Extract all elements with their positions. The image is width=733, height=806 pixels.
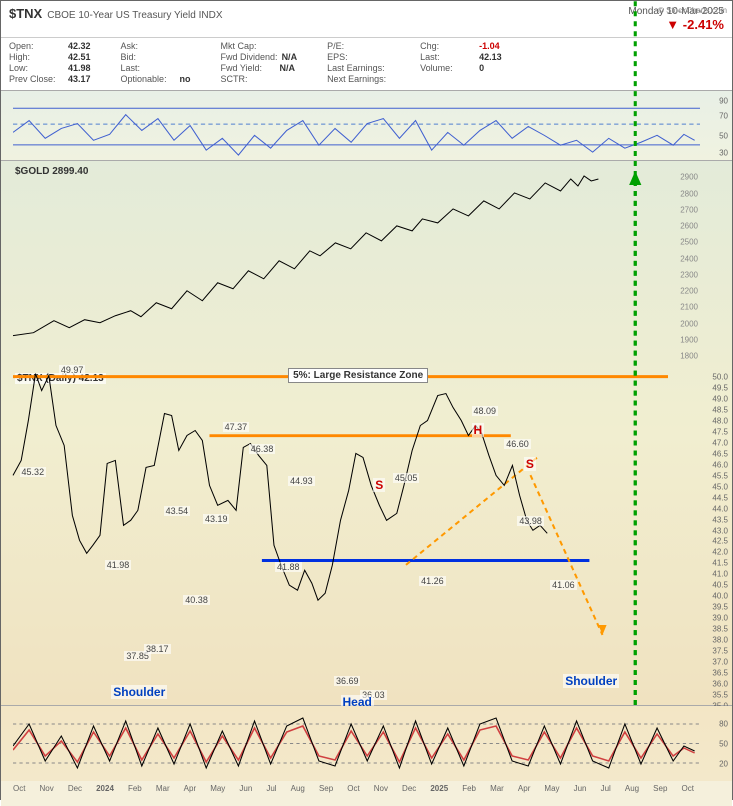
xaxis-panel: OctNovDec2024FebMarAprMayJunJulAugSepOct… (1, 781, 732, 806)
price-label: 41.26 (419, 576, 446, 586)
rsi-panel: 90705030 (1, 91, 732, 161)
price-label: 45.32 (20, 467, 47, 477)
gold-yticks: 2900280027002600250024002300220021002000… (674, 161, 700, 705)
price-label: 47.37 (223, 422, 250, 432)
price-label: 46.60 (504, 439, 531, 449)
stats-bar: Open:42.32High:42.51Low:41.98Prev Close:… (1, 38, 732, 91)
main-plot: 5%: Large Resistance Zone 45.32 49.97 41.98… (13, 161, 668, 705)
rsi-yticks: 90705030 (702, 91, 730, 160)
chart-container: © StockCharts.com $TNX CBOE 10-Year US T… (0, 0, 733, 800)
rsi-plot (13, 91, 700, 160)
pattern-label: H (472, 423, 485, 437)
price-label: 45.05 (393, 473, 420, 483)
osc-panel: 805020 (1, 706, 732, 781)
pattern-label: Shoulder (111, 685, 167, 699)
price-label: 40.38 (183, 595, 210, 605)
pattern-label: S (373, 478, 385, 492)
price-label: 41.88 (275, 562, 302, 572)
price-label: 41.98 (105, 560, 132, 570)
ticker-symbol: $TNX (9, 6, 42, 21)
main-panel: $GOLD 2899.40 $TNX (Daily) 42.13 5%: Lar… (1, 161, 732, 706)
xaxis-ticks: OctNovDec2024FebMarAprMayJunJulAugSepOct… (1, 781, 732, 796)
osc-plot (13, 706, 700, 781)
osc-yticks: 805020 (702, 706, 730, 781)
price-label: 48.09 (472, 406, 499, 416)
price-label: 36.69 (334, 676, 361, 686)
ticker-desc: CBOE 10-Year US Treasury Yield INDX (47, 10, 222, 21)
price-label: 43.98 (517, 516, 544, 526)
price-label: 43.54 (164, 506, 191, 516)
credit: © StockCharts.com (658, 6, 727, 15)
change-pct: ▼ -2.41% (628, 17, 724, 32)
price-label: 38.17 (144, 644, 171, 654)
price-label: 41.06 (550, 580, 577, 590)
price-label: 49.97 (59, 365, 86, 375)
header: $TNX CBOE 10-Year US Treasury Yield INDX… (1, 1, 732, 38)
price-label: 44.93 (288, 476, 315, 486)
tnx-yticks: 50.049.549.048.548.047.547.046.546.045.5… (702, 161, 730, 705)
price-label: 43.19 (203, 514, 230, 524)
resistance-label: 5%: Large Resistance Zone (288, 368, 428, 383)
pattern-label: Shoulder (563, 674, 619, 688)
pattern-label: S (524, 457, 536, 471)
price-label: 46.38 (249, 444, 276, 454)
